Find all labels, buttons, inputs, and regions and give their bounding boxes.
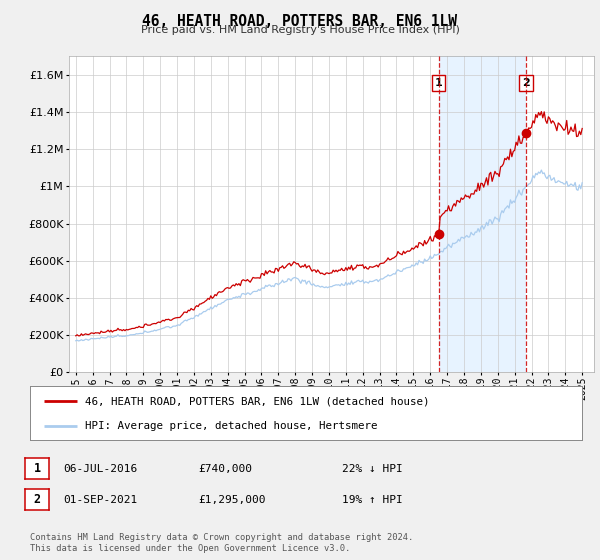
Text: 1: 1 [34, 462, 41, 475]
Text: 01-SEP-2021: 01-SEP-2021 [63, 494, 137, 505]
Text: £740,000: £740,000 [198, 464, 252, 474]
Text: 2: 2 [522, 78, 530, 88]
Text: 06-JUL-2016: 06-JUL-2016 [63, 464, 137, 474]
Text: 22% ↓ HPI: 22% ↓ HPI [342, 464, 403, 474]
Text: HPI: Average price, detached house, Hertsmere: HPI: Average price, detached house, Hert… [85, 421, 378, 431]
Text: 1: 1 [435, 78, 443, 88]
Bar [439, 56, 526, 372]
Text: 46, HEATH ROAD, POTTERS BAR, EN6 1LW: 46, HEATH ROAD, POTTERS BAR, EN6 1LW [143, 14, 458, 29]
Text: £1,295,000: £1,295,000 [198, 494, 265, 505]
Text: 19% ↑ HPI: 19% ↑ HPI [342, 494, 403, 505]
Text: Contains HM Land Registry data © Crown copyright and database right 2024.
This d: Contains HM Land Registry data © Crown c… [30, 533, 413, 553]
Text: 2: 2 [34, 493, 41, 506]
Text: Price paid vs. HM Land Registry's House Price Index (HPI): Price paid vs. HM Land Registry's House … [140, 25, 460, 35]
Text: 46, HEATH ROAD, POTTERS BAR, EN6 1LW (detached house): 46, HEATH ROAD, POTTERS BAR, EN6 1LW (de… [85, 396, 430, 407]
